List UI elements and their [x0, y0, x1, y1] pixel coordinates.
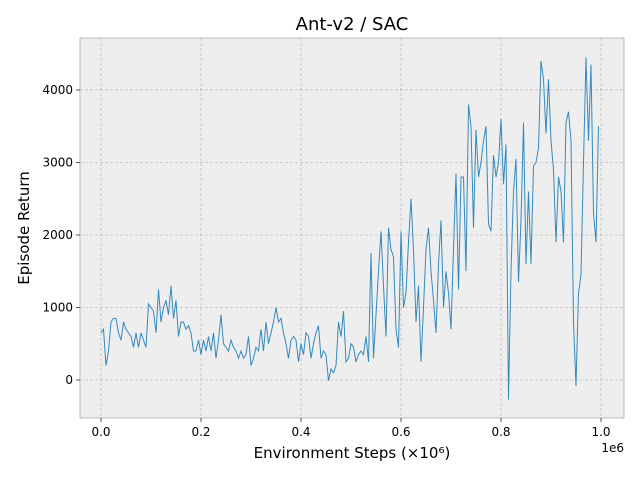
x-tick-label: 0.2: [191, 425, 210, 439]
data-line: [100, 57, 599, 400]
x-offset-label: 1e6: [601, 441, 624, 455]
y-tick-label: 3000: [42, 155, 73, 169]
y-tick-label: 2000: [42, 228, 73, 242]
x-tick-label: 0.6: [391, 425, 410, 439]
chart-title: Ant-v2 / SAC: [296, 14, 409, 35]
plot-background: [79, 37, 625, 419]
y-tick-label: 4000: [42, 83, 73, 97]
x-tick-label: 1.0: [591, 425, 610, 439]
x-tick-label: 0.8: [491, 425, 510, 439]
y-axis-label: Episode Return: [15, 171, 33, 284]
x-tick-label: 0.0: [91, 425, 110, 439]
x-axis-label: Environment Steps (×10⁶): [254, 444, 451, 462]
x-tick-label: 0.4: [291, 425, 310, 439]
y-tick-label: 1000: [42, 301, 73, 315]
y-tick-label: 0: [65, 373, 73, 387]
